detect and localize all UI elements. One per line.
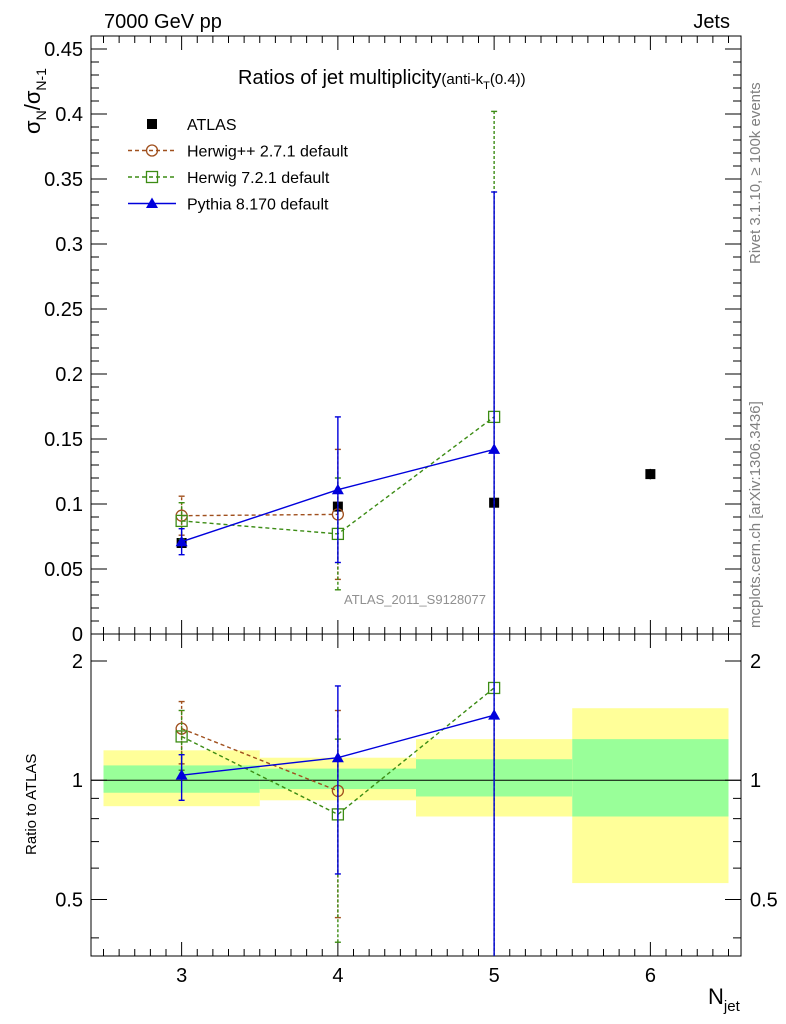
x-tick-label: 6	[645, 965, 656, 987]
ratio-data-point	[488, 709, 501, 720]
y-tick-label: 0	[72, 624, 83, 646]
ratio-y-tick-label-right: 0.5	[750, 889, 778, 911]
ratio-data-point	[175, 730, 188, 743]
ratio-y-tick-label: 0.5	[55, 889, 83, 911]
data-point	[645, 469, 656, 480]
mcplots-label: mcplots.cern.ch [arXiv:1306.3436]	[747, 401, 764, 628]
legend-marker	[145, 144, 159, 157]
x-tick-label: 3	[176, 965, 187, 987]
ratio-y-tick-label: 2	[72, 651, 83, 673]
rivet-label: Rivet 3.1.10, ≥ 100k events	[747, 82, 764, 264]
main-panel: 0 0.05 0.1 0.15 0.2 0.25 0.3 0.35 0.4 0.45	[44, 35, 742, 956]
ratio-axes: 3 4 5 6 0.5 0.5 1 1 2 2	[55, 633, 778, 987]
ratio-data-layer	[175, 634, 501, 956]
legend-marker	[146, 197, 158, 208]
ratio-series-line	[181, 687, 495, 816]
ratio-data-point	[331, 751, 344, 763]
ratio-y-tick-label-right: 2	[750, 651, 761, 673]
energy-label: 7000 GeV pp	[104, 11, 222, 33]
series-0	[176, 468, 656, 548]
data-point	[488, 443, 501, 454]
y-tick-label: 0.05	[44, 559, 83, 581]
legend-marker	[145, 170, 159, 184]
legend: ATLAS Herwig++ 2.7.1 default Herwig 7.2.1 …	[128, 117, 349, 214]
y-tick-label: 0.15	[44, 429, 83, 451]
main-axes: 0 0.05 0.1 0.15 0.2 0.25 0.3 0.35 0.4 0.45	[44, 35, 742, 956]
series-3	[175, 191, 501, 634]
legend-entry: ATLAS	[147, 117, 237, 134]
chart-title: Ratios of jet multiplicity(anti-kT(0.4))	[238, 67, 526, 92]
x-tick-label: 5	[489, 965, 500, 987]
legend-label: Herwig 7.2.1 default	[187, 170, 330, 187]
legend-entry: Pythia 8.170 default	[128, 197, 329, 214]
ratio-panel: 3 4 5 6 0.5 0.5 1 1 2 2	[55, 633, 778, 987]
uncertainty-band-green	[572, 739, 729, 817]
data-point	[175, 535, 188, 547]
analysis-watermark: ATLAS_2011_S9128077	[344, 592, 486, 607]
legend-label: Herwig++ 2.7.1 default	[187, 144, 349, 161]
main-ylabel: σN/σN-1	[20, 68, 49, 134]
x-tick-label: 4	[332, 965, 343, 987]
main-data-layer	[175, 110, 656, 634]
data-point	[175, 514, 188, 528]
y-tick-label: 0.25	[44, 299, 83, 321]
legend-label: Pythia 8.170 default	[187, 197, 329, 214]
ratio-series-line	[181, 727, 339, 792]
x-axis-label: Njet	[708, 984, 741, 1015]
series-1	[175, 448, 345, 581]
ratio-data-point	[175, 769, 188, 780]
ratio-y-tick-label-right: 1	[750, 770, 761, 792]
ratio-ylabel: Ratio to ATLAS	[23, 754, 40, 855]
data-point	[331, 483, 344, 495]
process-label: Jets	[693, 11, 730, 33]
y-tick-label: 0.3	[55, 234, 83, 256]
legend-marker	[147, 119, 157, 129]
y-tick-label: 0.4	[55, 104, 83, 126]
y-tick-label: 0.2	[55, 364, 83, 386]
ratio-series-0	[175, 700, 345, 919]
ratio-series-2	[175, 634, 501, 956]
y-tick-label: 0.45	[44, 39, 83, 61]
ratio-frame	[90, 633, 742, 957]
legend-entry: Herwig 7.2.1 default	[128, 170, 330, 187]
y-tick-label: 0.1	[55, 494, 83, 516]
legend-label: ATLAS	[187, 117, 237, 134]
legend-entry: Herwig++ 2.7.1 default	[128, 144, 349, 161]
ratio-y-tick-label: 1	[72, 770, 83, 792]
y-tick-label: 0.35	[44, 169, 83, 191]
